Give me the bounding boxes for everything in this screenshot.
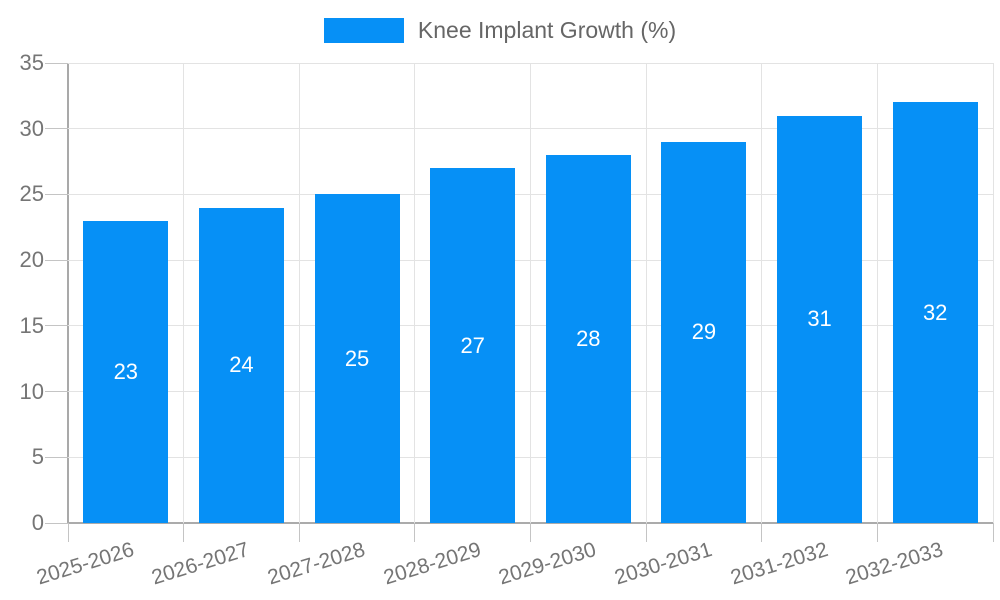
gridline-vertical bbox=[183, 63, 185, 523]
y-axis-label: 15 bbox=[19, 312, 44, 338]
bar-value-label: 24 bbox=[229, 352, 254, 378]
y-axis-label: 20 bbox=[19, 247, 44, 273]
bar[interactable]: 29 bbox=[661, 141, 747, 523]
bar-value-label: 23 bbox=[113, 358, 139, 384]
legend-label: Knee Implant Growth (%) bbox=[417, 17, 677, 43]
legend-swatch bbox=[323, 18, 404, 43]
bar-value-label: 27 bbox=[460, 332, 485, 358]
gridline-vertical bbox=[761, 63, 763, 523]
y-axis-tick bbox=[45, 259, 68, 261]
x-axis-tick bbox=[645, 523, 647, 542]
bar[interactable]: 23 bbox=[83, 220, 169, 523]
bar-value-label: 25 bbox=[344, 345, 370, 371]
y-axis-label: 10 bbox=[19, 378, 44, 404]
gridline-vertical bbox=[645, 63, 647, 523]
bar[interactable]: 32 bbox=[892, 102, 978, 523]
x-axis-tick bbox=[530, 523, 531, 542]
y-axis-tick bbox=[45, 325, 68, 327]
x-axis-tick bbox=[414, 523, 416, 542]
plot-area: 0 5 10 15 20 25 30 35 23 24 25 27 28 29 31 32 2025-2026 2… bbox=[20, 51, 994, 589]
y-axis-line bbox=[67, 63, 69, 523]
bar[interactable]: 27 bbox=[430, 168, 516, 523]
gridline-vertical bbox=[414, 63, 416, 523]
y-axis-tick bbox=[45, 456, 68, 458]
bar-value-label: 28 bbox=[576, 326, 601, 351]
y-axis-label: 35 bbox=[19, 50, 44, 75]
x-axis-tick bbox=[298, 523, 300, 542]
gridline-vertical bbox=[530, 63, 531, 523]
bar[interactable]: 25 bbox=[314, 194, 400, 523]
bar-value-label: 29 bbox=[691, 319, 717, 345]
y-axis-label: 0 bbox=[31, 510, 44, 535]
bar-value-label: 31 bbox=[807, 306, 832, 332]
y-axis-label: 25 bbox=[19, 181, 44, 207]
gridline-vertical bbox=[876, 63, 878, 523]
bar[interactable]: 28 bbox=[545, 155, 631, 523]
y-axis-label: 5 bbox=[31, 444, 44, 470]
bar-value-label: 32 bbox=[922, 299, 948, 325]
y-axis-tick bbox=[45, 522, 68, 524]
x-axis-tick bbox=[67, 523, 69, 542]
x-axis-tick bbox=[183, 523, 185, 542]
y-axis-tick bbox=[45, 193, 68, 195]
bar[interactable]: 24 bbox=[198, 207, 284, 523]
y-axis-tick bbox=[45, 391, 68, 393]
y-axis-tick bbox=[45, 62, 68, 64]
gridline-vertical bbox=[992, 63, 994, 523]
gridline-vertical bbox=[298, 63, 300, 523]
bar[interactable]: 31 bbox=[777, 115, 863, 523]
y-axis-tick bbox=[45, 128, 68, 130]
x-axis-tick bbox=[992, 523, 994, 542]
x-axis-tick bbox=[761, 523, 763, 542]
legend: Knee Implant Growth (%) bbox=[0, 17, 1000, 44]
y-axis-label: 30 bbox=[19, 115, 44, 141]
x-axis-tick bbox=[876, 523, 878, 542]
